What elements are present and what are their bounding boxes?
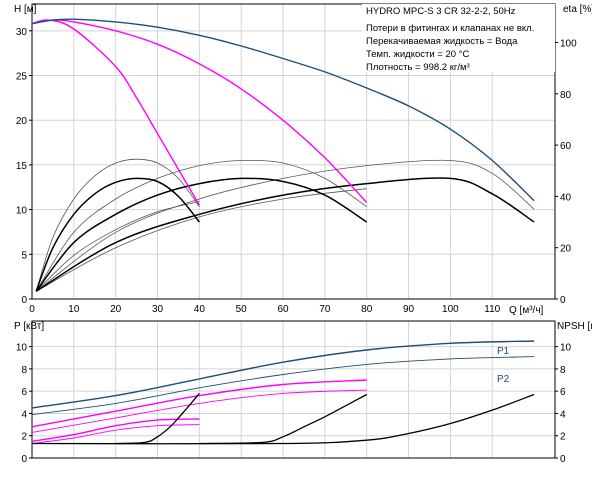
condition-temperature: Темп. жидкости = 20 °C <box>366 49 469 60</box>
npsh-y2-tick-0: 0 <box>560 454 566 465</box>
condition-fittings: Потери в фитингах и клапанах не вкл. <box>366 23 534 34</box>
p-series-npsh1 <box>115 392 200 445</box>
npsh-y2-tick-2: 4 <box>560 409 566 420</box>
qh-x-tick-2: 20 <box>110 304 122 315</box>
npsh-y2-tick-5: 10 <box>560 343 572 354</box>
qh-x-axis-label: Q [м³/ч] <box>509 305 544 316</box>
condition-density: Плотность = 998.2 кг/м³ <box>366 62 470 73</box>
info-box: HYDRO MPC-S 3 CR 32-2-2, 50Hz Потери в ф… <box>362 4 555 73</box>
npsh-y2-tick-4: 8 <box>560 365 566 376</box>
chart-title: HYDRO MPC-S 3 CR 32-2-2, 50Hz <box>366 6 516 17</box>
qh-x-tick-11: 110 <box>484 304 500 315</box>
qh-y2-tick-2: 40 <box>560 192 572 203</box>
qh-x-tick-4: 40 <box>194 304 206 315</box>
qh-x-tick-9: 90 <box>403 304 415 315</box>
qh-x-tick-7: 70 <box>319 304 331 315</box>
qh-y-tick-0: 0 <box>21 295 27 306</box>
npsh-y2-axis-label: NPSH [м] <box>557 321 592 332</box>
qh-y-tick-5: 25 <box>16 72 28 83</box>
qh-series-eta1c <box>35 201 200 292</box>
qh-tick-labels: 0 10 20 30 40 50 60 70 80 90 100 110 0 5 10 15 20 25 30 0 20… <box>16 27 577 315</box>
npsh-y2-tick-1: 2 <box>560 432 566 443</box>
qh-series-h2 <box>31 19 368 203</box>
p-series-P2 <box>31 356 535 416</box>
p-series-P2m2 <box>31 389 367 433</box>
qh-series-eta3 <box>35 177 535 292</box>
qh-y2-axis-label-eta: eta [%] <box>563 4 592 15</box>
qh-series-eta2b <box>35 159 367 292</box>
qh-y2-tick-5: 100 <box>560 38 577 49</box>
p-npsh-curves <box>31 340 535 445</box>
p-y-axis-label: P [кВт] <box>14 321 44 332</box>
p-series-P1 <box>31 340 535 409</box>
qh-y2-tick-4: 80 <box>560 90 572 101</box>
p-y-tick-2: 4 <box>21 409 27 420</box>
qh-series-eta2c <box>36 188 367 292</box>
p-npsh-plot-frame <box>31 320 556 459</box>
p-y-tick-1: 2 <box>21 432 27 443</box>
p-series-P1m1 <box>31 418 200 442</box>
qh-x-tick-8: 80 <box>361 304 373 315</box>
p-npsh-tick-labels: 0 2 4 6 8 10 0 2 4 6 8 10 <box>16 343 572 465</box>
p-y-tick-0: 0 <box>21 454 27 465</box>
qh-series-eta3b <box>35 159 535 292</box>
p-series-P1m2 <box>31 379 367 428</box>
qh-y-tick-4: 20 <box>16 116 28 127</box>
qh-y-tick-1: 5 <box>21 250 27 261</box>
qh-series-h3 <box>31 18 535 202</box>
qh-y-tick-3: 15 <box>16 161 28 172</box>
qh-y2-tick-3: 60 <box>560 141 572 152</box>
p-y-tick-3: 6 <box>21 387 27 398</box>
qh-x-tick-5: 50 <box>236 304 248 315</box>
series-label-p2: P2 <box>497 374 510 385</box>
npsh-y2-tick-3: 6 <box>560 387 566 398</box>
qh-x-tick-10: 100 <box>442 304 459 315</box>
p-y-tick-4: 8 <box>21 365 27 376</box>
qh-plot-frame <box>31 3 556 300</box>
qh-x-tick-6: 60 <box>277 304 289 315</box>
qh-y2-tick-1: 20 <box>560 244 572 255</box>
qh-y-tick-2: 10 <box>16 206 28 217</box>
qh-y-tick-6: 30 <box>16 27 28 38</box>
p-series-npsh2 <box>199 393 368 445</box>
qh-y-axis-label-h: H [м] <box>14 4 37 15</box>
qh-y2-tick-0: 0 <box>560 295 566 306</box>
series-label-p1: P1 <box>497 346 510 357</box>
p-y-tick-5: 10 <box>16 343 28 354</box>
qh-curves <box>31 18 535 292</box>
qh-x-tick-1: 10 <box>68 304 80 315</box>
qh-x-tick-0: 0 <box>29 304 35 315</box>
qh-x-tick-3: 30 <box>152 304 164 315</box>
condition-liquid: Перекачиваемая жидкость = Вода <box>366 36 518 47</box>
